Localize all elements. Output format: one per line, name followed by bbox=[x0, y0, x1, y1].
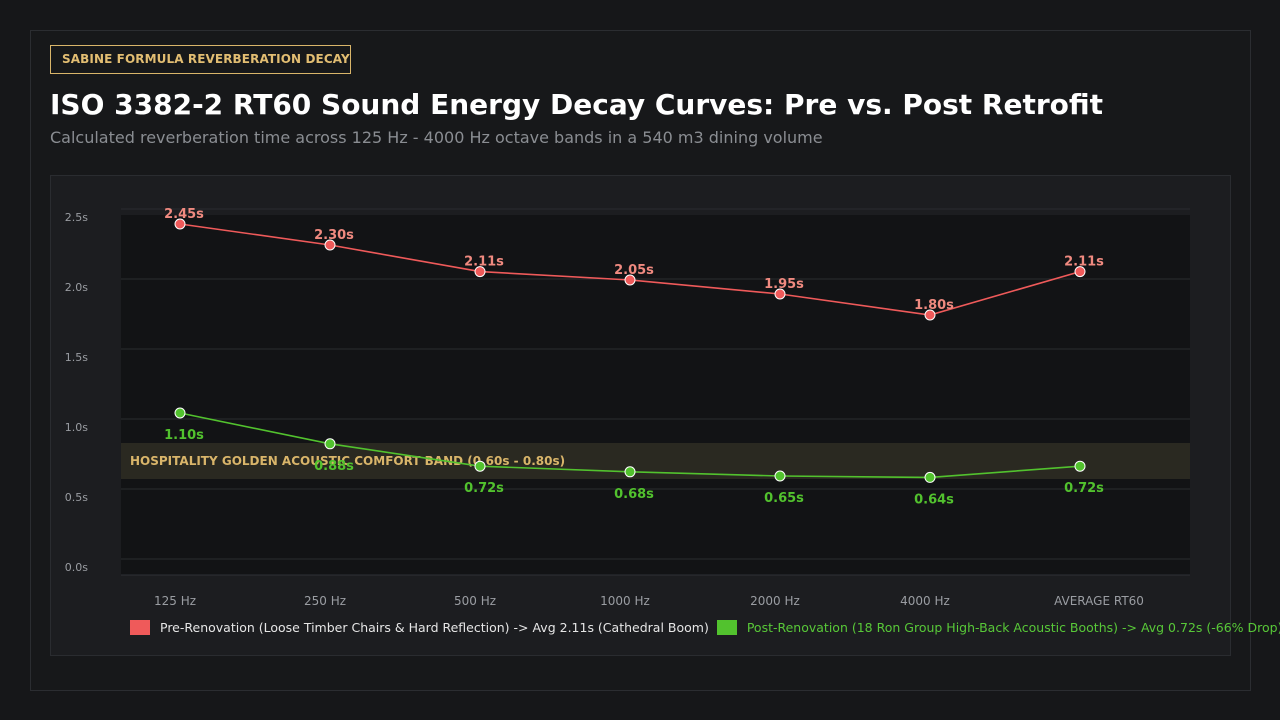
data-label-pre: 1.95s bbox=[764, 277, 804, 292]
legend-label-post: Post-Renovation (18 Ron Group High-Back … bbox=[746, 619, 1280, 635]
data-point-pre bbox=[774, 288, 786, 300]
data-label-pre: 2.11s bbox=[464, 255, 504, 270]
x-tick-label: AVERAGE RT60 bbox=[1054, 594, 1144, 608]
x-tick-label: 1000 Hz bbox=[600, 594, 650, 608]
data-point-post bbox=[624, 466, 636, 478]
page-subtitle: Calculated reverberation time across 125… bbox=[50, 128, 823, 147]
data-label-pre: 2.05s bbox=[614, 263, 654, 278]
data-label-pre: 2.11s bbox=[1064, 255, 1104, 270]
data-point-pre bbox=[474, 266, 486, 278]
data-label-post: 0.72s bbox=[1064, 481, 1104, 496]
data-point-post bbox=[474, 460, 486, 472]
plot-area bbox=[121, 215, 1190, 575]
x-tick-label: 125 Hz bbox=[154, 594, 196, 608]
data-label-post: 0.64s bbox=[914, 492, 954, 507]
y-tick-label: 1.5s bbox=[65, 351, 88, 364]
data-label-pre: 2.45s bbox=[164, 207, 204, 222]
comfort-band-label: HOSPITALITY GOLDEN ACOUSTIC COMFORT BAND… bbox=[130, 454, 565, 468]
y-tick-label: 0.0s bbox=[65, 561, 88, 574]
data-point-post bbox=[1074, 460, 1086, 472]
data-point-pre bbox=[324, 239, 336, 251]
x-tick-label: 4000 Hz bbox=[900, 594, 950, 608]
data-point-post bbox=[774, 470, 786, 482]
legend-swatch-pre bbox=[130, 619, 150, 635]
chart-legend: Pre-Renovation (Loose Timber Chairs & Ha… bbox=[130, 616, 1280, 638]
legend-item-pre[interactable]: Pre-Renovation (Loose Timber Chairs & Ha… bbox=[130, 619, 717, 635]
data-point-pre bbox=[174, 218, 186, 230]
data-label-post: 1.10s bbox=[164, 428, 204, 443]
data-label-pre: 2.30s bbox=[314, 228, 354, 243]
data-point-post bbox=[924, 471, 936, 483]
section-badge: SABINE FORMULA REVERBERATION DECAY bbox=[50, 45, 351, 74]
y-tick-label: 0.5s bbox=[65, 491, 88, 504]
x-tick-label: 500 Hz bbox=[454, 594, 496, 608]
y-tick-label: 1.0s bbox=[65, 421, 88, 434]
data-point-pre bbox=[1074, 266, 1086, 278]
legend-label-pre: Pre-Renovation (Loose Timber Chairs & Ha… bbox=[160, 619, 709, 635]
y-tick-label: 2.5s bbox=[65, 211, 88, 224]
data-label-post: 0.88s bbox=[314, 459, 354, 474]
data-point-post bbox=[174, 407, 186, 419]
data-point-pre bbox=[624, 274, 636, 286]
data-point-post bbox=[324, 438, 336, 450]
data-label-post: 0.65s bbox=[764, 491, 804, 506]
data-point-pre bbox=[924, 309, 936, 321]
y-tick-label: 2.0s bbox=[65, 281, 88, 294]
legend-swatch-post bbox=[716, 619, 737, 635]
page-title: ISO 3382-2 RT60 Sound Energy Decay Curve… bbox=[50, 88, 1104, 121]
x-tick-label: 2000 Hz bbox=[750, 594, 800, 608]
data-label-post: 0.68s bbox=[614, 487, 654, 502]
legend-item-post[interactable]: Post-Renovation (18 Ron Group High-Back … bbox=[716, 619, 1280, 635]
data-label-pre: 1.80s bbox=[914, 298, 954, 313]
x-tick-label: 250 Hz bbox=[304, 594, 346, 608]
data-label-post: 0.72s bbox=[464, 481, 504, 496]
